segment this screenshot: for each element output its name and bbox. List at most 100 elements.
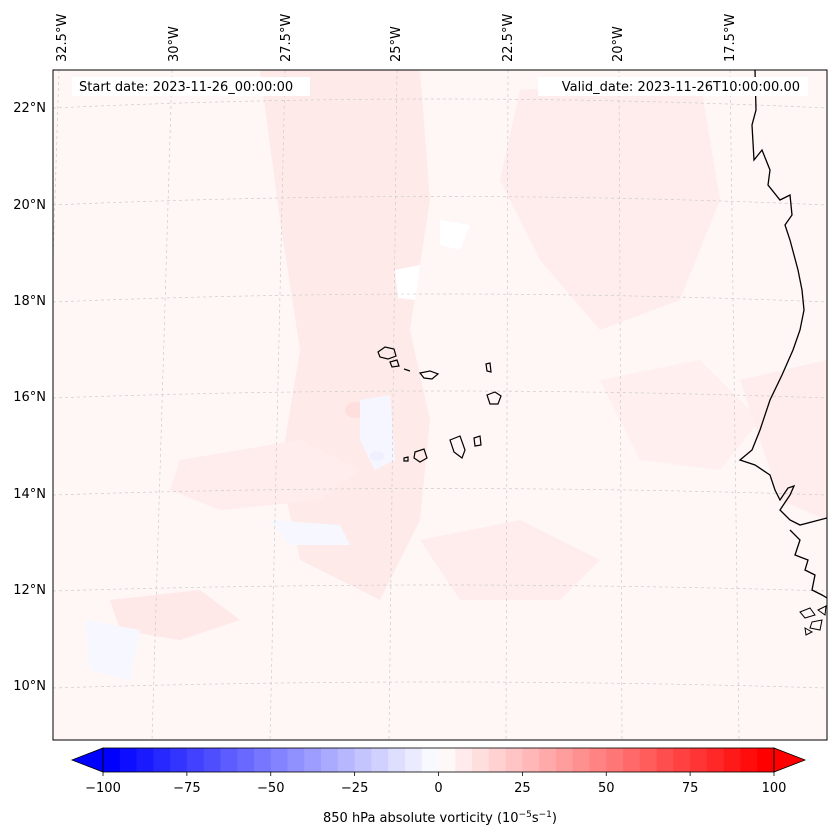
colorbar-segment <box>706 748 725 772</box>
gridline-lon-25 <box>388 70 398 740</box>
colorbar-segment <box>103 748 121 772</box>
map-frame <box>52 69 828 741</box>
vorticity-patch-negative-south <box>270 520 350 545</box>
colorbar-tick-label: 25 <box>514 781 531 796</box>
island-santiago <box>449 435 466 459</box>
gridline-lat-12 <box>53 584 827 592</box>
colorbar-segment <box>287 748 305 772</box>
vorticity-patch-neutral-2 <box>440 220 470 250</box>
colorbar-min-extend-arrow <box>70 747 104 773</box>
bijagos-islands <box>799 605 827 636</box>
colorbar-segment <box>757 748 775 772</box>
colorbar-segment <box>472 748 490 772</box>
colorbar-segment <box>404 748 423 772</box>
colorbar-segment <box>304 748 322 772</box>
colorbar-segment <box>673 748 691 772</box>
colorbar-segment <box>539 748 557 772</box>
lat-label-12: 12°N <box>13 583 46 598</box>
colorbar-segment <box>371 748 389 772</box>
vorticity-patch-neutral <box>395 265 420 300</box>
colorbar-segment <box>170 748 188 772</box>
island-boa-vista <box>486 391 502 405</box>
lat-label-16: 16°N <box>13 390 46 405</box>
vorticity-patch-northeast <box>500 80 720 330</box>
gridline-lon-30 <box>151 70 173 740</box>
gridline-lon-20 <box>618 70 623 740</box>
colorbar-segment <box>438 748 456 772</box>
gridline-lat-16 <box>53 390 827 399</box>
colorbar-segment <box>354 748 372 772</box>
lon-label-25: 25°W <box>389 26 404 62</box>
vorticity-patch-coast <box>740 360 827 520</box>
gridline-lon-27-5 <box>269 70 286 740</box>
colorbar-tick-label: 0 <box>434 781 442 796</box>
colorbar-segment <box>270 748 288 772</box>
colorbar-segment <box>740 748 758 772</box>
colorbar-segment <box>237 748 255 772</box>
colorbar-tick-label: −100 <box>85 781 121 796</box>
colorbar-segment <box>421 748 439 772</box>
colorbar-segment <box>220 748 238 772</box>
vorticity-patch-east <box>600 360 760 470</box>
vorticity-patch-south <box>420 520 600 600</box>
island-fogo <box>413 448 428 463</box>
colorbar-segment <box>253 748 272 772</box>
colorbar-segment <box>488 748 506 772</box>
colorbar-segment <box>321 748 339 772</box>
graticule <box>53 70 827 740</box>
lon-label-30: 30°W <box>167 26 182 62</box>
gridline-lat-20 <box>53 196 827 206</box>
colorbar-segment <box>589 748 607 772</box>
colorbar-segment <box>656 748 674 772</box>
colorbar-label: 850 hPa absolute vorticity (10−5s−1) <box>323 810 557 826</box>
gridline-lat-18 <box>53 293 827 303</box>
island-sao-nicolau <box>418 370 440 380</box>
island-santo-antao <box>377 346 397 360</box>
lat-label-20: 20°N <box>13 198 46 213</box>
longitude-labels: 32.5°W 30°W 27.5°W 25°W 22.5°W 20°W 17.5… <box>55 14 738 62</box>
colorbar-segment <box>505 748 523 772</box>
latitude-labels: 22°N 20°N 18°N 16°N 14°N 12°N 10°N <box>13 101 46 694</box>
gridline-lon-22-5 <box>505 70 509 740</box>
colorbar: −100 −75 −50 −25 0 25 50 75 100 850 hPa absolute… <box>70 747 807 826</box>
colorbar-tick-label: 50 <box>598 781 615 796</box>
colorbar-segment <box>337 748 356 772</box>
colorbar-segment <box>522 748 540 772</box>
gridline-lat-10 <box>53 681 827 689</box>
colorbar-segment <box>119 748 137 772</box>
gridline-lat-14 <box>53 488 827 496</box>
start-date-text: Start date: 2023-11-26_00:00:00 <box>79 80 293 95</box>
island-santa-luzia <box>403 368 411 372</box>
colorbar-segment <box>555 748 574 772</box>
vorticity-field <box>85 70 827 680</box>
colorbar-segment <box>623 748 641 772</box>
african-coastline <box>738 70 827 526</box>
vorticity-minimum <box>370 451 384 461</box>
island-sao-vicente <box>389 359 400 368</box>
gridline-lat-22 <box>53 98 827 109</box>
lat-label-10: 10°N <box>13 679 46 694</box>
colorbar-tick-label: −50 <box>257 781 284 796</box>
colorbar-segments <box>103 748 775 772</box>
colorbar-tick-label: 75 <box>682 781 699 796</box>
gridline-lon-17-5 <box>729 70 740 740</box>
start-date-box <box>72 77 310 96</box>
lat-label-18: 18°N <box>13 294 46 309</box>
colorbar-segment <box>136 748 154 772</box>
vorticity-patch-far-southwest <box>110 590 240 640</box>
island-brava <box>403 456 409 462</box>
cape-verde-islands <box>377 346 502 463</box>
colorbar-segment <box>455 748 473 772</box>
island-sal <box>485 362 492 373</box>
map-panel <box>53 70 827 740</box>
colorbar-tick-label: −25 <box>341 781 368 796</box>
guinea-coastline <box>789 529 827 599</box>
colorbar-segment <box>203 748 221 772</box>
island-maio <box>473 435 482 447</box>
colorbar-segment <box>606 748 624 772</box>
valid-date-text: Valid_date: 2023-11-26T10:00:00.00 <box>562 80 800 95</box>
colorbar-segment <box>153 748 171 772</box>
vorticity-patch-southwest <box>170 440 360 510</box>
colorbar-segment <box>388 748 406 772</box>
